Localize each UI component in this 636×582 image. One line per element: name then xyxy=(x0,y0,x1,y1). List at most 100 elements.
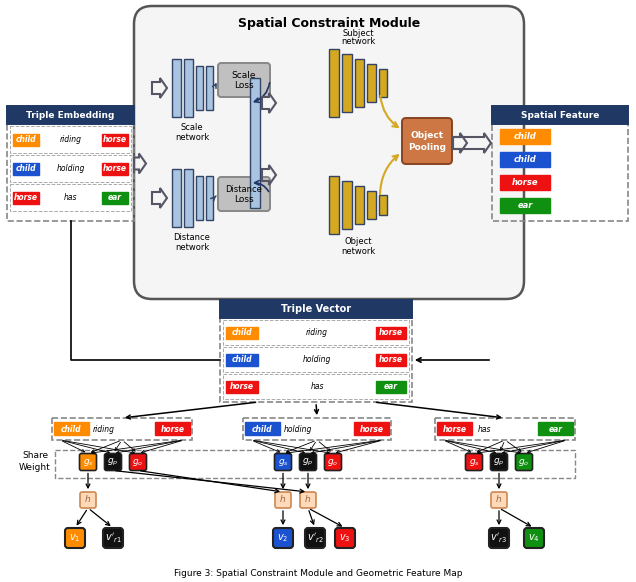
Text: has: has xyxy=(310,382,324,391)
Bar xyxy=(329,49,339,117)
Bar xyxy=(379,69,387,97)
Bar xyxy=(226,381,258,392)
Bar xyxy=(355,186,364,224)
Text: Spatial Feature: Spatial Feature xyxy=(521,111,599,119)
Text: Triple Embedding: Triple Embedding xyxy=(26,111,114,119)
Bar xyxy=(355,59,364,107)
Text: Object: Object xyxy=(410,130,443,140)
Text: h: h xyxy=(280,495,286,505)
Text: horse: horse xyxy=(443,424,466,434)
Text: h: h xyxy=(496,495,502,505)
Text: $v'_{r2}$: $v'_{r2}$ xyxy=(307,531,324,545)
Text: Scale: Scale xyxy=(181,123,204,133)
Text: child: child xyxy=(514,155,536,164)
Bar xyxy=(435,418,575,440)
Bar xyxy=(7,106,134,221)
Text: horse: horse xyxy=(103,135,127,144)
Text: Loss: Loss xyxy=(234,194,254,204)
Text: ear: ear xyxy=(517,201,533,210)
Bar xyxy=(155,422,190,435)
Bar xyxy=(342,181,352,229)
Text: $g_s$: $g_s$ xyxy=(469,456,480,467)
Bar xyxy=(205,176,212,220)
Bar xyxy=(500,175,550,190)
FancyBboxPatch shape xyxy=(275,453,291,470)
Text: Loss: Loss xyxy=(234,80,254,90)
Text: Scale: Scale xyxy=(232,70,256,80)
Bar xyxy=(172,59,181,117)
Bar xyxy=(102,162,128,175)
Text: $g_o$: $g_o$ xyxy=(518,456,530,467)
Bar xyxy=(500,129,550,144)
Text: has: has xyxy=(64,193,77,202)
FancyBboxPatch shape xyxy=(516,453,532,470)
Text: $g_p$: $g_p$ xyxy=(494,456,505,467)
Bar xyxy=(7,106,134,124)
Bar xyxy=(195,176,202,220)
Bar xyxy=(492,106,628,124)
Text: network: network xyxy=(341,37,375,47)
Bar xyxy=(205,66,212,110)
Bar xyxy=(13,162,39,175)
Text: Pooling: Pooling xyxy=(408,143,446,151)
FancyBboxPatch shape xyxy=(65,528,85,548)
FancyBboxPatch shape xyxy=(218,177,270,211)
FancyBboxPatch shape xyxy=(490,453,508,470)
Text: holding: holding xyxy=(303,355,331,364)
Text: $g_o$: $g_o$ xyxy=(132,456,144,467)
Text: $v_1$: $v_1$ xyxy=(69,532,81,544)
Text: $v'_{r1}$: $v'_{r1}$ xyxy=(104,531,121,545)
Text: $g_p$: $g_p$ xyxy=(107,456,119,467)
Text: Distance: Distance xyxy=(226,184,263,193)
Text: horse: horse xyxy=(359,424,384,434)
Bar xyxy=(184,59,193,117)
FancyBboxPatch shape xyxy=(218,63,270,97)
FancyBboxPatch shape xyxy=(524,528,544,548)
Bar xyxy=(500,152,550,167)
Text: network: network xyxy=(175,133,209,141)
Bar xyxy=(376,327,406,339)
Text: ear: ear xyxy=(384,382,398,391)
Text: horse: horse xyxy=(14,193,38,202)
Bar xyxy=(52,418,192,440)
Bar xyxy=(329,176,339,234)
Text: ear: ear xyxy=(548,424,562,434)
Bar xyxy=(10,155,131,182)
FancyBboxPatch shape xyxy=(335,528,355,548)
FancyBboxPatch shape xyxy=(273,528,293,548)
Bar xyxy=(437,422,472,435)
Text: Weight: Weight xyxy=(19,463,51,471)
Text: child: child xyxy=(16,164,36,173)
Bar xyxy=(500,198,550,213)
Text: child: child xyxy=(232,328,252,337)
Text: riding: riding xyxy=(60,135,81,144)
Text: holding: holding xyxy=(57,164,85,173)
Text: $v'_{r3}$: $v'_{r3}$ xyxy=(490,531,508,545)
Bar xyxy=(367,64,376,102)
Bar xyxy=(226,327,258,339)
Bar xyxy=(220,300,412,318)
Text: horse: horse xyxy=(379,355,403,364)
FancyBboxPatch shape xyxy=(134,6,524,299)
FancyBboxPatch shape xyxy=(466,453,483,470)
Text: Spatial Constraint Module: Spatial Constraint Module xyxy=(238,16,420,30)
Bar xyxy=(195,66,202,110)
Text: $g_s$: $g_s$ xyxy=(277,456,289,467)
FancyBboxPatch shape xyxy=(491,492,507,508)
Bar xyxy=(376,353,406,365)
Bar xyxy=(184,169,193,227)
Bar xyxy=(13,191,39,204)
Text: network: network xyxy=(175,243,209,251)
FancyBboxPatch shape xyxy=(324,453,342,470)
Bar xyxy=(102,133,128,146)
Text: holding: holding xyxy=(284,424,312,434)
Text: horse: horse xyxy=(379,328,403,337)
Text: Triple Vector: Triple Vector xyxy=(281,304,351,314)
FancyBboxPatch shape xyxy=(489,528,509,548)
Text: horse: horse xyxy=(230,382,254,391)
Text: network: network xyxy=(341,247,375,255)
Text: $v_2$: $v_2$ xyxy=(277,532,289,544)
Text: Object: Object xyxy=(344,237,372,247)
Text: $v_3$: $v_3$ xyxy=(339,532,351,544)
FancyBboxPatch shape xyxy=(80,492,96,508)
